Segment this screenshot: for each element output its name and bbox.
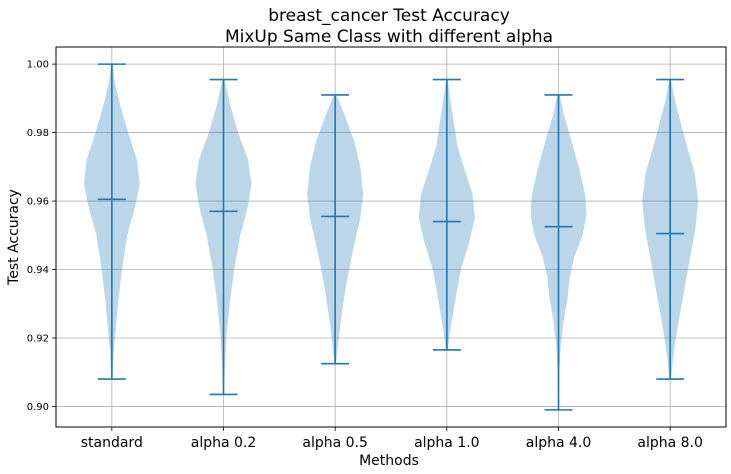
y-tick-label: 0.94 <box>27 265 49 276</box>
plot-frame <box>55 46 727 428</box>
violin-alpha-0_5 <box>307 94 364 365</box>
violin-alpha-8_0 <box>642 78 699 380</box>
violin-standard <box>83 63 140 380</box>
y-tick-label: 0.96 <box>27 197 49 208</box>
violins <box>83 63 699 411</box>
y-tick-label: 0.90 <box>27 402 49 413</box>
grid-lines <box>56 47 726 427</box>
violin-alpha-1_0 <box>418 78 475 351</box>
violin-alpha-0_2 <box>195 78 252 396</box>
y-axis-ticks: 0.90 0.92 0.94 0.96 0.98 1.00 <box>27 60 56 413</box>
x-tick-label: alpha 1.0 <box>414 435 480 451</box>
x-axis-label: Methods <box>359 453 419 469</box>
violin-alpha-4_0 <box>530 94 587 411</box>
x-tick-label: alpha 0.2 <box>191 435 257 451</box>
x-tick-label: alpha 8.0 <box>637 435 703 451</box>
y-tick-label: 0.98 <box>27 128 49 139</box>
chart-title: breast_cancer Test Accuracy <box>268 6 510 26</box>
x-axis-ticks: standard alpha 0.2 alpha 0.5 alpha 1.0 alpha… <box>81 427 703 451</box>
y-axis-label: Test Accuracy <box>6 189 22 286</box>
x-tick-label: alpha 4.0 <box>526 435 592 451</box>
x-tick-label: standard <box>81 435 143 451</box>
x-tick-label: alpha 0.5 <box>302 435 368 451</box>
y-tick-label: 1.00 <box>27 60 49 71</box>
chart-subtitle: MixUp Same Class with different alpha <box>225 27 553 47</box>
y-tick-label: 0.92 <box>27 333 49 344</box>
